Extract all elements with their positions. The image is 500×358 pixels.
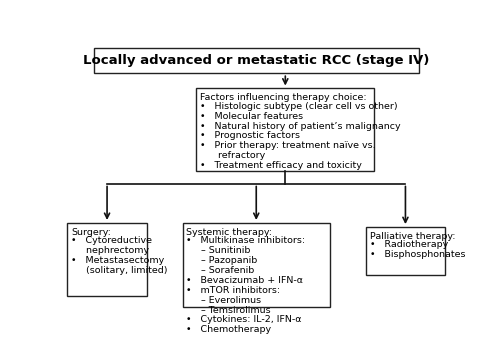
- Text: •   Bevacizumab + IFN-α: • Bevacizumab + IFN-α: [186, 276, 304, 285]
- Text: •   mTOR inhibitors:: • mTOR inhibitors:: [186, 286, 280, 295]
- Text: (solitary, limited): (solitary, limited): [71, 266, 168, 275]
- Bar: [182, 223, 330, 307]
- Text: •   Prior therapy: treatment naïve vs.: • Prior therapy: treatment naïve vs.: [200, 141, 376, 150]
- Bar: [366, 227, 445, 275]
- Bar: [68, 223, 147, 296]
- Text: – Sorafenib: – Sorafenib: [186, 266, 255, 275]
- Text: Surgery:: Surgery:: [71, 228, 111, 237]
- Text: Palliative therapy:: Palliative therapy:: [370, 232, 455, 241]
- Bar: [94, 48, 419, 73]
- Text: nephrectomy: nephrectomy: [71, 246, 150, 255]
- Text: Factors influencing therapy choice:: Factors influencing therapy choice:: [200, 93, 366, 102]
- Text: Locally advanced or metastatic RCC (stage IV): Locally advanced or metastatic RCC (stag…: [83, 54, 430, 67]
- Text: •   Bisphosphonates: • Bisphosphonates: [370, 250, 465, 259]
- Text: – Sunitinib: – Sunitinib: [186, 246, 251, 255]
- Bar: [196, 88, 374, 171]
- Text: •   Histologic subtype (clear cell vs other): • Histologic subtype (clear cell vs othe…: [200, 102, 398, 111]
- Text: •   Radiotherapy: • Radiotherapy: [370, 240, 448, 249]
- Text: •   Prognostic factors: • Prognostic factors: [200, 131, 300, 140]
- Text: •   Chemotherapy: • Chemotherapy: [186, 325, 272, 334]
- Text: refractory: refractory: [200, 151, 266, 160]
- Text: – Everolimus: – Everolimus: [186, 296, 262, 305]
- Text: – Pazopanib: – Pazopanib: [186, 256, 258, 265]
- Text: •   Metastasectomy: • Metastasectomy: [71, 256, 164, 265]
- Text: •   Multikinase inhibitors:: • Multikinase inhibitors:: [186, 236, 306, 245]
- Text: •   Molecular features: • Molecular features: [200, 112, 303, 121]
- Text: – Temsirolimus: – Temsirolimus: [186, 305, 271, 315]
- Text: Systemic therapy:: Systemic therapy:: [186, 228, 272, 237]
- Text: •   Natural history of patient’s malignancy: • Natural history of patient’s malignanc…: [200, 121, 400, 131]
- Text: •   Cytokines: IL-2, IFN-α: • Cytokines: IL-2, IFN-α: [186, 315, 302, 324]
- Text: •   Cytoreductive: • Cytoreductive: [71, 236, 152, 245]
- Text: •   Treatment efficacy and toxicity: • Treatment efficacy and toxicity: [200, 161, 362, 170]
